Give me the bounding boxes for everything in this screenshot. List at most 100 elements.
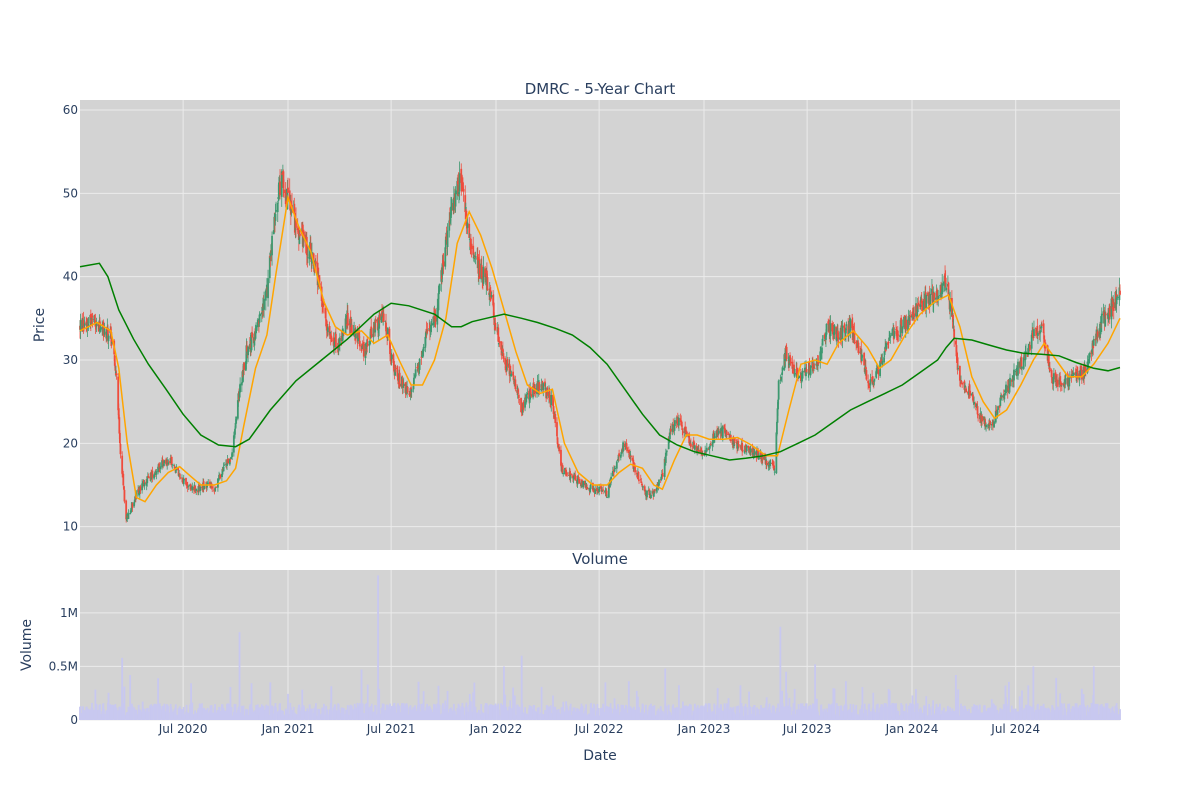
candle-body: [663, 458, 666, 478]
volume-bar: [119, 709, 122, 720]
candle-body: [1003, 393, 1006, 400]
candle-body: [827, 321, 830, 325]
volume-bar: [893, 703, 896, 720]
candle-body: [253, 334, 256, 346]
volume-bar: [1023, 708, 1026, 720]
candle-body: [1031, 332, 1034, 338]
candle-body: [1039, 330, 1042, 334]
volume-bar: [612, 708, 615, 720]
volume-bar: [390, 706, 393, 720]
candle-body: [264, 290, 267, 301]
volume-bar: [769, 712, 772, 720]
volume-bar: [174, 704, 177, 720]
candle-body: [221, 468, 224, 475]
candle-body: [261, 310, 264, 313]
volume-bar: [382, 703, 385, 720]
volume-bar: [837, 705, 840, 720]
volume-bar: [243, 715, 246, 720]
price-plot-area: [80, 100, 1120, 550]
volume-bar: [997, 713, 999, 720]
volume-bar: [1072, 707, 1075, 720]
candle-body: [614, 467, 617, 470]
volume-bar: [911, 695, 914, 720]
candle-body: [604, 491, 607, 492]
candle-body: [497, 342, 500, 345]
volume-bar: [713, 714, 716, 720]
volume-bar: [653, 705, 656, 720]
candle-body: [389, 352, 392, 357]
candle-body: [394, 367, 397, 369]
volume-bar: [159, 706, 162, 720]
price-y-tick-label: 20: [63, 436, 78, 450]
candle-body: [169, 461, 171, 463]
volume-bar: [509, 700, 512, 720]
volume-bar: [215, 712, 218, 720]
volume-bar: [83, 710, 86, 720]
volume-bar: [569, 703, 572, 720]
candle-body: [201, 486, 203, 488]
volume-bar: [123, 686, 126, 720]
candle-body: [354, 332, 357, 339]
volume-bar: [1013, 708, 1015, 720]
candle-body: [609, 479, 611, 488]
x-tick-label: Jan 2022: [469, 722, 523, 736]
candle-body: [1086, 361, 1089, 373]
candle-body: [639, 479, 642, 481]
candle-body: [91, 315, 93, 318]
candle-body: [309, 243, 312, 250]
candle-body: [864, 365, 867, 374]
candle-body: [1029, 344, 1031, 351]
candle-body: [528, 390, 530, 400]
candle-body: [457, 185, 460, 193]
volume-bar: [1080, 688, 1083, 720]
candle-body: [761, 456, 764, 461]
candle-body: [1008, 386, 1011, 389]
volume-bar: [1005, 697, 1007, 720]
candle-body: [373, 325, 375, 329]
candle-body: [793, 373, 796, 377]
volume-bar: [578, 711, 581, 720]
volume-bar: [921, 712, 924, 720]
volume-bar: [526, 714, 529, 720]
volume-bar: [580, 703, 583, 720]
candle-body: [658, 479, 660, 486]
candle-body: [945, 287, 948, 291]
volume-spike-bar: [1032, 666, 1035, 720]
candle-body: [485, 270, 488, 278]
candle-body: [289, 200, 292, 215]
candle-body: [868, 387, 871, 389]
volume-spike-bar: [814, 664, 817, 720]
candle-body: [591, 483, 594, 491]
candle-body: [637, 472, 640, 480]
candle-body: [989, 420, 991, 426]
volume-bar: [303, 706, 305, 720]
volume-bar: [505, 706, 508, 720]
volume-bar: [749, 706, 752, 720]
candle-body: [797, 375, 800, 379]
volume-bar: [948, 709, 950, 720]
volume-bar: [139, 709, 142, 720]
volume-bar: [1088, 707, 1091, 720]
candle-body: [976, 406, 979, 415]
volume-bar: [832, 688, 835, 720]
candle-body: [648, 489, 651, 495]
price-gridlines: [80, 100, 1120, 550]
candle-body: [837, 337, 840, 340]
volume-bar: [1001, 709, 1003, 720]
volume-bar: [701, 705, 704, 720]
volume-bar: [275, 707, 277, 720]
candle-body: [652, 493, 655, 497]
volume-bar: [103, 713, 106, 720]
candle-body: [480, 265, 483, 278]
candle-body: [178, 474, 181, 477]
volume-bar: [183, 714, 186, 720]
candle-body: [936, 289, 938, 297]
candle-body: [728, 433, 730, 435]
candle-body: [295, 219, 297, 228]
candle-body: [288, 190, 291, 203]
candle-body: [345, 315, 348, 320]
volume-bar: [717, 707, 720, 720]
candle-body: [236, 400, 239, 419]
candle-body: [498, 340, 501, 344]
candle-body: [504, 358, 507, 365]
